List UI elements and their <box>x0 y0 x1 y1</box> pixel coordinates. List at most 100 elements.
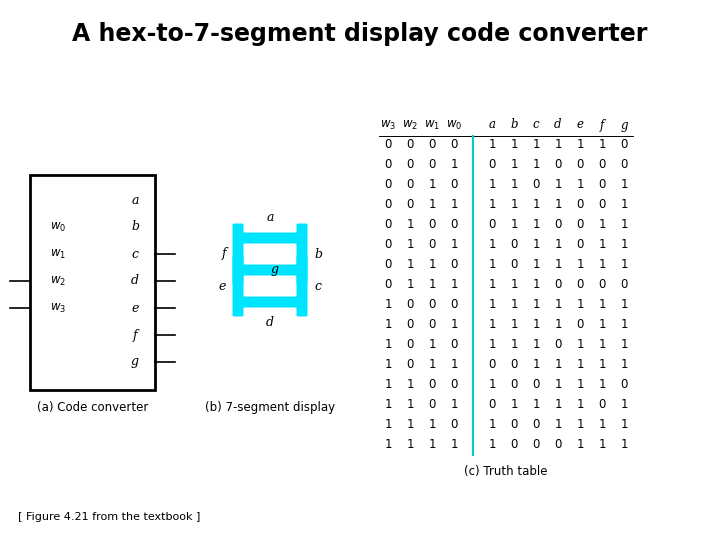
Text: 1: 1 <box>554 359 562 372</box>
Text: 1: 1 <box>620 418 628 431</box>
Text: 1: 1 <box>384 418 392 431</box>
Text: 0: 0 <box>554 339 562 352</box>
Text: 1: 1 <box>428 279 436 292</box>
Text: 0: 0 <box>406 159 414 172</box>
Text: 1: 1 <box>450 438 458 451</box>
Text: 0: 0 <box>428 239 436 252</box>
Text: 0: 0 <box>554 438 562 451</box>
FancyBboxPatch shape <box>233 224 243 285</box>
Text: (a) Code converter: (a) Code converter <box>37 402 148 415</box>
Bar <box>30 175 155 390</box>
Text: 1: 1 <box>554 239 562 252</box>
Text: 0: 0 <box>488 359 495 372</box>
Text: 1: 1 <box>554 179 562 192</box>
Text: 1: 1 <box>384 299 392 312</box>
Text: 0: 0 <box>621 279 628 292</box>
Text: 0: 0 <box>576 219 584 232</box>
Text: 1: 1 <box>620 319 628 332</box>
Text: 1: 1 <box>620 399 628 411</box>
Text: 0: 0 <box>384 259 392 272</box>
Text: 1: 1 <box>384 359 392 372</box>
Text: 1: 1 <box>554 299 562 312</box>
Text: 0: 0 <box>406 299 414 312</box>
Text: e: e <box>219 280 226 293</box>
Text: 1: 1 <box>384 339 392 352</box>
Text: 1: 1 <box>532 319 540 332</box>
Text: 1: 1 <box>598 418 606 431</box>
Text: 1: 1 <box>598 438 606 451</box>
Text: 1: 1 <box>598 339 606 352</box>
Text: 0: 0 <box>450 339 458 352</box>
Text: 0: 0 <box>598 159 606 172</box>
Text: 1: 1 <box>554 259 562 272</box>
Text: 0: 0 <box>554 279 562 292</box>
Text: 0: 0 <box>406 199 414 212</box>
Text: 1: 1 <box>576 179 584 192</box>
Text: 0: 0 <box>510 359 518 372</box>
Text: $w_2$: $w_2$ <box>402 118 418 132</box>
FancyBboxPatch shape <box>297 224 307 285</box>
Text: 0: 0 <box>621 138 628 152</box>
Text: 1: 1 <box>554 138 562 152</box>
Text: 1: 1 <box>620 359 628 372</box>
Text: 1: 1 <box>510 219 518 232</box>
Text: $w_3$: $w_3$ <box>380 118 396 132</box>
Text: e: e <box>131 301 139 314</box>
Text: 0: 0 <box>384 138 392 152</box>
Text: 0: 0 <box>576 199 584 212</box>
Text: 1: 1 <box>488 299 496 312</box>
Text: 1: 1 <box>428 339 436 352</box>
Text: 0: 0 <box>428 319 436 332</box>
Text: $w_1$: $w_1$ <box>50 247 66 261</box>
Text: 1: 1 <box>620 179 628 192</box>
Text: 1: 1 <box>428 259 436 272</box>
Text: 1: 1 <box>488 239 496 252</box>
Text: $w_1$: $w_1$ <box>424 118 440 132</box>
Text: 0: 0 <box>532 438 540 451</box>
Text: 1: 1 <box>554 418 562 431</box>
Text: 1: 1 <box>576 259 584 272</box>
Text: 1: 1 <box>554 199 562 212</box>
Text: 1: 1 <box>450 319 458 332</box>
Text: 1: 1 <box>488 279 496 292</box>
Text: 1: 1 <box>576 418 584 431</box>
Text: 1: 1 <box>384 379 392 392</box>
FancyBboxPatch shape <box>240 265 300 275</box>
Text: $w_0$: $w_0$ <box>446 118 462 132</box>
Text: 0: 0 <box>532 418 540 431</box>
Text: 1: 1 <box>532 138 540 152</box>
Text: d: d <box>131 274 139 287</box>
Text: 1: 1 <box>532 359 540 372</box>
Text: 0: 0 <box>450 259 458 272</box>
Text: b: b <box>510 118 518 132</box>
Text: 1: 1 <box>450 199 458 212</box>
Text: c: c <box>132 247 138 260</box>
Text: 1: 1 <box>598 379 606 392</box>
Text: 1: 1 <box>576 359 584 372</box>
Text: $w_2$: $w_2$ <box>50 274 66 287</box>
Text: 1: 1 <box>384 438 392 451</box>
Text: b: b <box>131 220 139 233</box>
Text: 0: 0 <box>384 199 392 212</box>
Text: a: a <box>488 118 495 132</box>
Text: 1: 1 <box>450 279 458 292</box>
Text: f: f <box>600 118 604 132</box>
Text: 0: 0 <box>532 379 540 392</box>
Text: 1: 1 <box>510 199 518 212</box>
Text: 1: 1 <box>620 339 628 352</box>
Text: 0: 0 <box>450 219 458 232</box>
Text: 0: 0 <box>598 199 606 212</box>
Text: 1: 1 <box>428 438 436 451</box>
Text: 0: 0 <box>406 319 414 332</box>
Text: 1: 1 <box>532 239 540 252</box>
Text: 1: 1 <box>384 319 392 332</box>
Text: 0: 0 <box>488 159 495 172</box>
Text: 1: 1 <box>598 138 606 152</box>
Text: 1: 1 <box>488 438 496 451</box>
Text: 0: 0 <box>488 219 495 232</box>
Text: 1: 1 <box>598 359 606 372</box>
Text: 1: 1 <box>510 138 518 152</box>
Text: 1: 1 <box>598 239 606 252</box>
Text: 0: 0 <box>488 399 495 411</box>
Text: 1: 1 <box>576 339 584 352</box>
